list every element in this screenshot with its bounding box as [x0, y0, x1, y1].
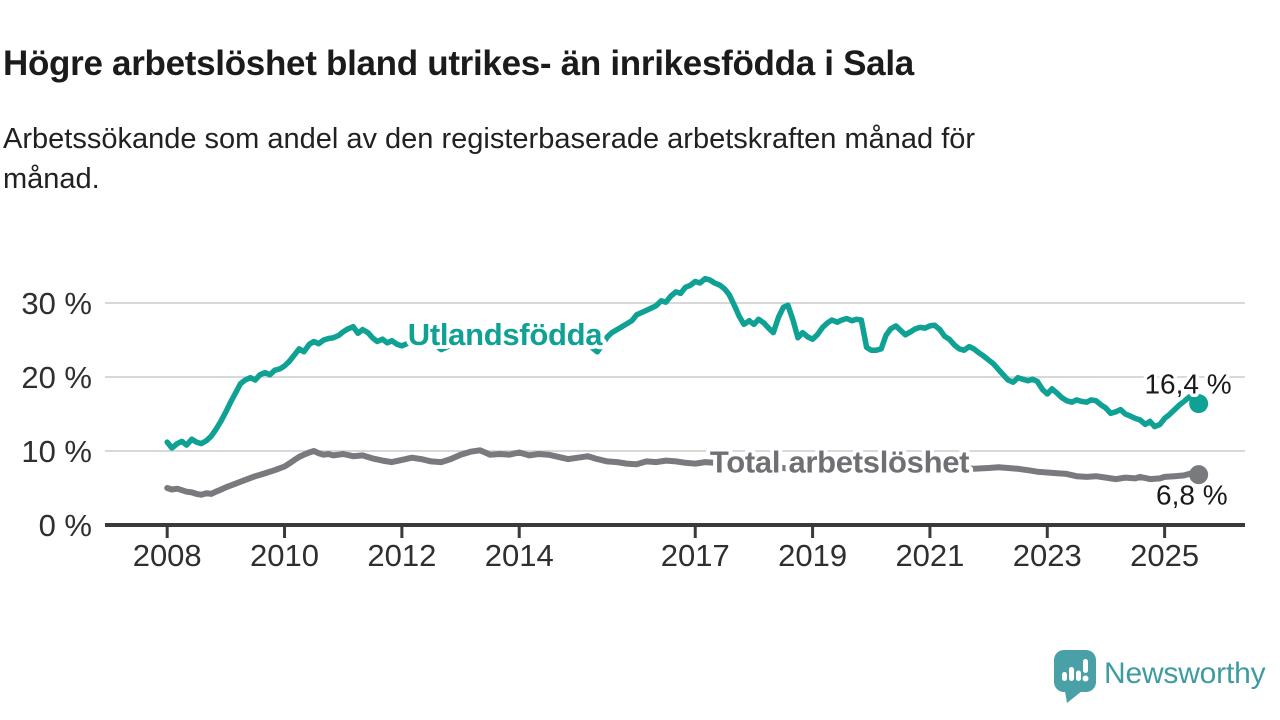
- newsworthy-logo: Newsworthy: [1052, 648, 1280, 710]
- x-axis-label-2025: 2025: [1130, 538, 1199, 573]
- newsworthy-speech-bubble-chart-icon: [1054, 650, 1096, 703]
- series-line-utlandsfodda: [164, 275, 1202, 451]
- x-axis-label-2014: 2014: [485, 538, 554, 573]
- y-axis-label-30: 30 %: [21, 286, 92, 321]
- y-axis-label-10: 10 %: [21, 434, 92, 469]
- exclamation-dot: [1082, 675, 1089, 682]
- y-axis-label-0: 0 %: [39, 508, 92, 543]
- x-axis-label-2019: 2019: [778, 538, 847, 573]
- chart-subtitle-line-2: månad.: [3, 163, 100, 195]
- end-value-label-total-arbetsloshet: 6,8 %: [1156, 480, 1228, 511]
- x-axis-label-2023: 2023: [1013, 538, 1082, 573]
- line-chart: 0 % 10 % 20 % 30 % 2008 2010 2012 2014 2017 2019 2…: [21, 275, 1245, 573]
- bar-chart-bar-2: [1069, 667, 1074, 681]
- y-axis-label-20: 20 %: [21, 360, 92, 395]
- chart-subtitle-line-1: Arbetssökande som andel av den registerb…: [3, 123, 976, 155]
- newsworthy-logo-text: Newsworthy: [1104, 657, 1266, 690]
- end-dot-total-arbetsloshet: [1189, 465, 1209, 485]
- series-label-total-arbetsloshet: Total arbetslöshet: [710, 444, 969, 479]
- page-title: Högre arbetslöshet bland utrikes- än inr…: [3, 44, 914, 84]
- x-axis-label-2008: 2008: [133, 538, 202, 573]
- exclamation-bar: [1083, 659, 1088, 673]
- bar-chart-bar-1: [1062, 672, 1067, 681]
- series-line-total-arbetsloshet: [164, 447, 1202, 498]
- x-axis-label-2017: 2017: [661, 538, 730, 573]
- series-label-utlandsfodda: Utlandsfödda: [408, 317, 604, 352]
- x-axis-label-2010: 2010: [250, 538, 319, 573]
- bar-chart-bar-3: [1076, 670, 1081, 681]
- x-axis-label-2021: 2021: [895, 538, 964, 573]
- chart-subtitle: Arbetssökande som andel av den registerb…: [3, 119, 1213, 199]
- x-axis-label-2012: 2012: [367, 538, 436, 573]
- end-dot-utlandsfodda: [1189, 394, 1209, 414]
- speech-bubble-shape: [1054, 650, 1096, 703]
- end-value-label-utlandsfodda: 16,4 %: [1144, 369, 1231, 400]
